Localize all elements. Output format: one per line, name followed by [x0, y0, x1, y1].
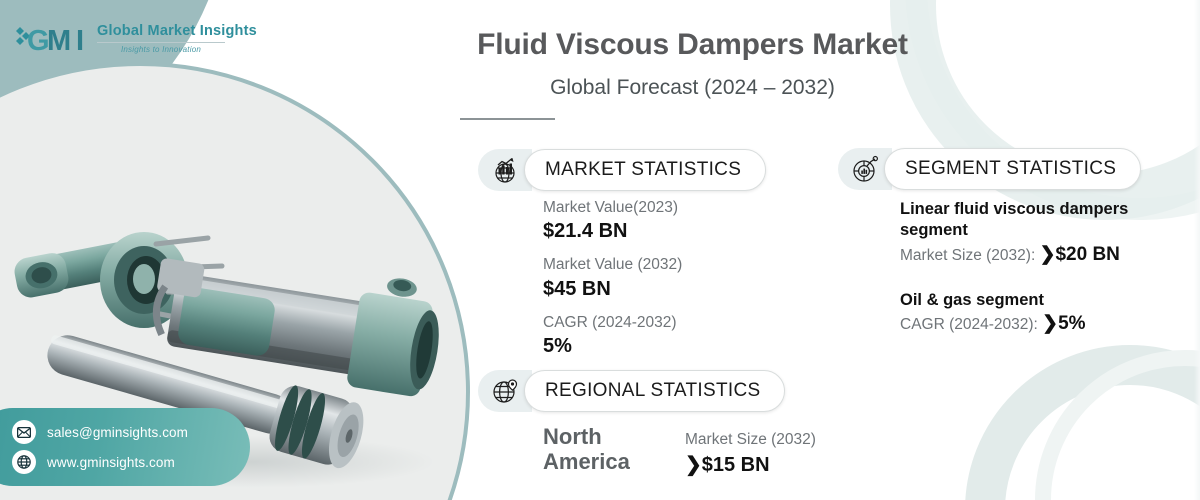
segment-statistics-pill: SEGMENT STATISTICS: [884, 148, 1142, 190]
page-subtitle: Global Forecast (2024 – 2032): [550, 76, 835, 99]
contact-email: sales@gminsights.com: [47, 424, 189, 440]
brand-tagline: Insights to Innovation: [120, 44, 201, 54]
market-value-2023-value: $21.4 BN: [543, 220, 628, 243]
segment-1-title: Linear fluid viscous dampers segment: [900, 200, 1129, 240]
product-image: [14, 232, 439, 488]
contact-website-row[interactable]: www.gminsights.com: [12, 450, 250, 474]
market-value-2032-label: Market Value (2032): [543, 256, 683, 274]
title-divider: [460, 118, 555, 120]
market-cagr-label: CAGR (2024-2032): [543, 313, 677, 331]
regional-statistics-header: REGIONAL STATISTICS: [478, 370, 786, 412]
contact-email-row[interactable]: sales@gminsights.com: [12, 420, 250, 444]
contact-pill: sales@gminsights.com www.gminsights.com: [0, 408, 250, 486]
page-title: Fluid Viscous Dampers Market: [477, 28, 908, 61]
pie-chart-target-icon: [838, 148, 892, 190]
brand-logo[interactable]: G M I Global Market Insights Insights to…: [14, 22, 257, 56]
segment-2-metric-label: CAGR (2024-2032):: [900, 316, 1043, 333]
decorative-right-edge: [1194, 0, 1200, 500]
svg-text:M: M: [47, 25, 71, 56]
gmi-logo-mark: G M I: [16, 25, 84, 56]
market-cagr-value: 5%: [543, 335, 572, 358]
segment-1-metric: Market Size (2032): ❯$20 BN: [900, 243, 1168, 268]
segment-1-metric-label: Market Size (2032):: [900, 246, 1040, 264]
market-statistics-label: MARKET STATISTICS: [545, 159, 742, 180]
logo-divider: [97, 41, 225, 43]
contact-website: www.gminsights.com: [47, 454, 175, 470]
market-value-2032-value: $45 BN: [543, 277, 611, 300]
segment-2-title: Oil & gas segment: [900, 290, 1044, 309]
globe-icon: [12, 450, 36, 474]
svg-text:G: G: [27, 25, 50, 56]
header-block: Fluid Viscous Dampers Market Global Fore…: [455, 28, 1155, 120]
segment-2-metric: CAGR (2024-2032): ❯5%: [900, 312, 1168, 337]
region-name: North America: [543, 424, 630, 475]
segment-2-metric-value: ❯5%: [1042, 313, 1086, 334]
market-statistics-header: MARKET STATISTICS: [478, 149, 767, 191]
regional-statistics-values: North America Market Size (2032) ❯$15 BN: [543, 424, 816, 478]
segment-statistics-header: SEGMENT STATISTICS: [838, 148, 1142, 190]
region-metric-value: ❯$15 BN: [685, 454, 770, 477]
regional-statistics-label: REGIONAL STATISTICS: [545, 380, 761, 401]
globe-pin-icon: [478, 370, 532, 412]
segment-spacer: [900, 268, 1168, 290]
envelope-icon: [12, 420, 36, 444]
segment-1-metric-value: ❯$20 BN: [1039, 243, 1120, 265]
brand-name: Global Market Insights: [97, 23, 257, 40]
market-value-2023-label: Market Value(2023): [543, 199, 678, 216]
svg-text:I: I: [76, 25, 84, 56]
regional-statistics-pill: REGIONAL STATISTICS: [524, 370, 786, 412]
segment-statistics-label: SEGMENT STATISTICS: [905, 158, 1117, 179]
globe-bar-chart-icon: [478, 149, 532, 191]
region-metric-label: Market Size (2032): [685, 431, 816, 448]
market-statistics-pill: MARKET STATISTICS: [524, 149, 767, 191]
segment-statistics-values: Linear fluid viscous dampers segment Mar…: [900, 199, 1168, 337]
market-statistics-values: Market Value(2023) $21.4 BN Market Value…: [543, 198, 682, 359]
